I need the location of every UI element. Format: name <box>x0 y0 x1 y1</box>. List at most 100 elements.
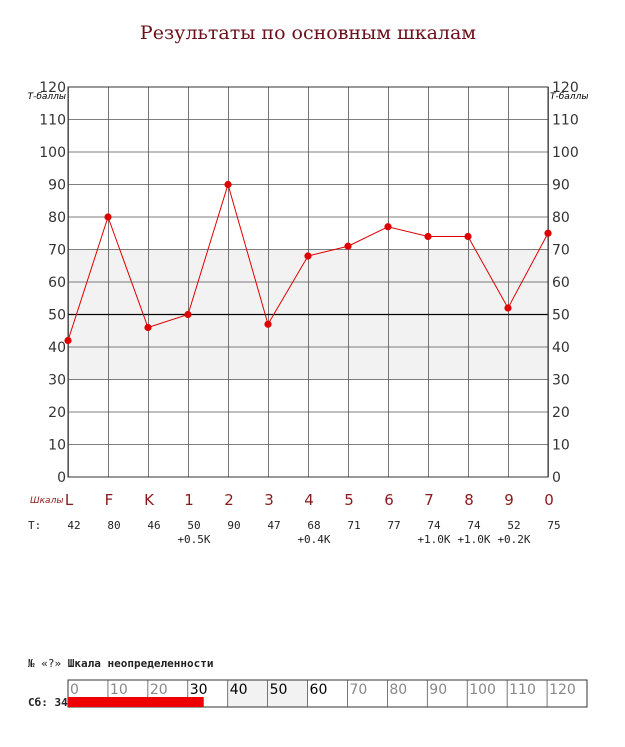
chart-title: Результаты по основным шкалам <box>139 22 477 44</box>
x-tick-label: 3 <box>264 491 274 509</box>
x-tick-label: 2 <box>224 491 234 509</box>
y-tick-label-right: 70 <box>552 243 570 259</box>
uncertainty-title-text: Шкала неопределенности <box>67 657 214 670</box>
t-value: 74 <box>467 519 481 532</box>
uncertainty-tick-label: 100 <box>469 682 496 698</box>
uncertainty-tick-label: 60 <box>310 682 328 698</box>
y-tick-label-right: 50 <box>552 308 570 324</box>
uncertainty-title-prefix: № «?» <box>28 657 62 670</box>
uncertainty-tick-label: 90 <box>429 682 447 698</box>
data-point <box>264 320 272 328</box>
x-tick-label: 6 <box>384 491 394 509</box>
data-point <box>384 223 392 231</box>
data-point <box>224 180 232 189</box>
y-tick-label-right: 80 <box>552 210 570 226</box>
uncertainty-bar <box>68 697 204 707</box>
y-tick-label-left: 50 <box>48 308 66 324</box>
y-tick-label-right: 30 <box>552 373 570 389</box>
x-tick-label: F <box>105 491 114 509</box>
t-value: 47 <box>267 519 280 532</box>
t-value: 90 <box>227 519 240 532</box>
y-tick-label-left: 40 <box>48 340 66 356</box>
uncertainty-frame <box>67 679 588 708</box>
x-tick-label: 0 <box>544 491 554 509</box>
uncertainty-scale-layer: 0 10 20 30 40 50 60 70 80 90 100 110 120 <box>67 679 588 708</box>
uncertainty-tick-label: 110 <box>509 682 536 698</box>
uncertainty-tick-label: 40 <box>230 682 248 698</box>
t-value: 46 <box>147 519 160 532</box>
k-correction: +0.5K <box>177 533 210 546</box>
uncertainty-tick-label: 70 <box>349 682 367 698</box>
x-tick-label: 8 <box>464 491 474 509</box>
x-tick-label: 4 <box>304 491 314 509</box>
t-value: 42 <box>67 519 80 532</box>
t-values-layer: Т: 42 80 46 50 90 47 68 71 77 74 74 52 75 +0.5K +0.4K +1… <box>28 519 561 546</box>
x-tick-label: L <box>65 491 74 509</box>
t-value: 50 <box>187 519 200 532</box>
t-value: 77 <box>387 519 400 532</box>
y-unit-label-left: Т-баллы <box>28 92 66 102</box>
data-point <box>544 229 552 237</box>
uncertainty-tick-label: 10 <box>110 682 128 698</box>
x-tick-label: 5 <box>344 491 354 509</box>
y-tick-label-right: 100 <box>552 145 579 161</box>
uncertainty-tick-label: 0 <box>70 682 79 698</box>
y-tick-label-left: 0 <box>57 470 66 486</box>
scales-label: Шкалы <box>30 496 63 506</box>
y-tick-label-left: 70 <box>48 243 66 259</box>
grid-layer <box>67 86 549 478</box>
y-tick-label-right: 40 <box>552 340 570 356</box>
uncertainty-tick-label: 20 <box>150 682 168 698</box>
t-value: 74 <box>427 519 441 532</box>
y-tick-label-right: 0 <box>552 470 561 486</box>
y-tick-label-left: 100 <box>39 145 66 161</box>
uncertainty-tick-label: 50 <box>270 682 288 698</box>
t-value: 52 <box>507 519 520 532</box>
y-tick-label-left: 80 <box>48 210 66 226</box>
x-tick-label: 1 <box>184 491 194 509</box>
y-tick-label-left: 20 <box>48 405 66 421</box>
y-tick-label-left: 10 <box>48 438 66 454</box>
data-point <box>424 232 432 241</box>
uncertainty-band <box>227 680 268 707</box>
t-value: 75 <box>547 519 560 532</box>
x-tick-label: 7 <box>424 491 434 509</box>
y-tick-label-right: 90 <box>552 178 570 194</box>
y-tick-label-right: 120 <box>552 80 579 96</box>
t-value: 80 <box>107 519 120 532</box>
y-tick-label-right: 60 <box>552 275 570 291</box>
data-point <box>104 213 112 221</box>
k-correction: +1.0K <box>417 533 450 546</box>
x-tick-label: 9 <box>504 491 514 509</box>
y-tick-label-right: 10 <box>552 438 570 454</box>
y-tick-label-left: 60 <box>48 275 66 291</box>
y-unit-label-right: Т-баллы <box>550 92 588 102</box>
y-tick-label-left: 120 <box>39 80 66 96</box>
k-correction: +0.4K <box>297 533 330 546</box>
data-point <box>144 323 152 332</box>
k-correction: +0.2K <box>497 533 530 546</box>
data-point <box>64 336 72 345</box>
t-value: 68 <box>307 519 320 532</box>
x-tick-label: K <box>144 491 155 509</box>
uncertainty-tick-label: 80 <box>389 682 407 698</box>
y-tick-label-left: 90 <box>48 178 66 194</box>
data-point <box>344 242 352 250</box>
data-point <box>184 310 192 319</box>
y-tick-label-left: 110 <box>39 113 66 129</box>
uncertainty-raw-score: Сб: 34 <box>28 696 68 709</box>
data-point <box>504 304 512 312</box>
uncertainty-tick-label: 120 <box>549 682 576 698</box>
k-correction: +1.0K <box>457 533 490 546</box>
y-tick-label-left: 30 <box>48 373 66 389</box>
t-row-label: Т: <box>28 519 41 532</box>
data-point <box>304 252 312 260</box>
uncertainty-band <box>267 680 308 707</box>
y-tick-label-right: 110 <box>552 113 579 129</box>
t-value: 71 <box>347 519 360 532</box>
uncertainty-tick-label: 30 <box>190 682 208 698</box>
data-point <box>464 232 472 241</box>
uncertainty-title: № «?» Шкала неопределенности <box>28 657 213 670</box>
